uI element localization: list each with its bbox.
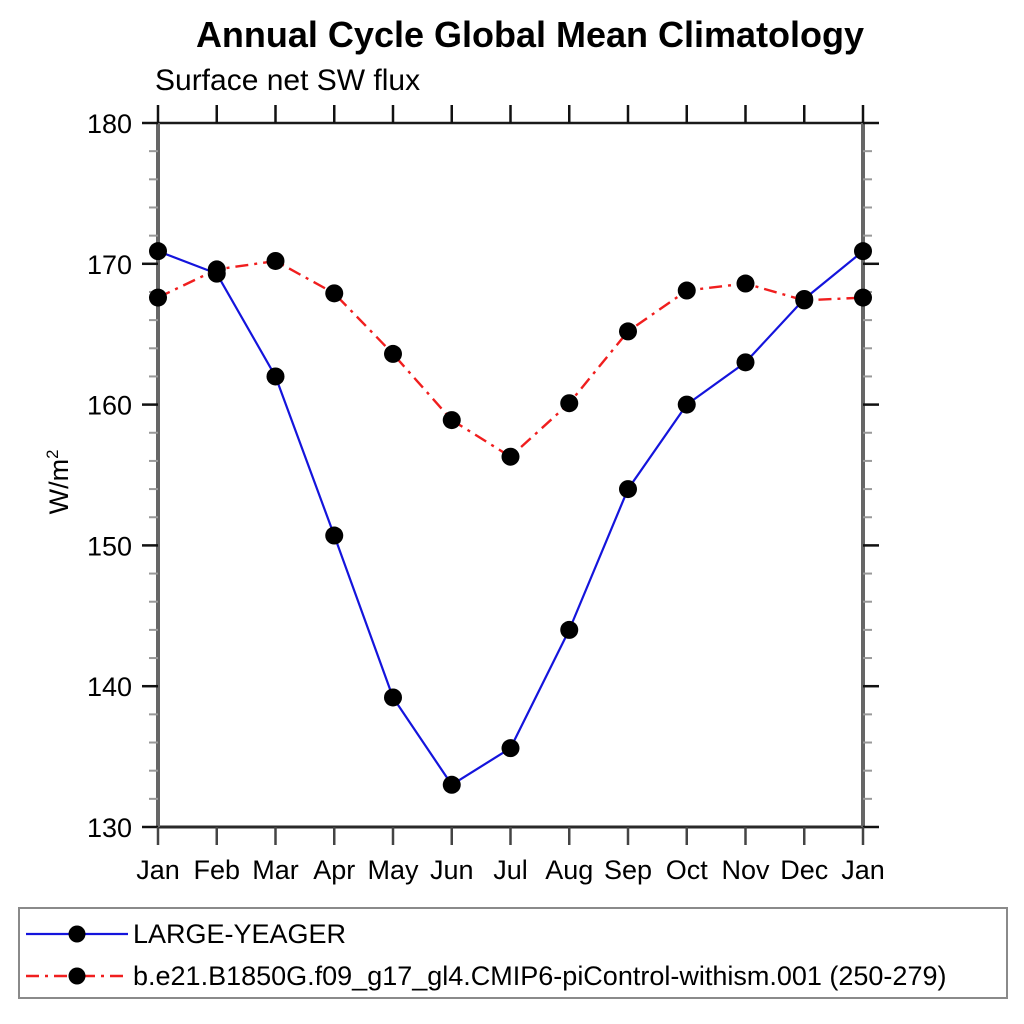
x-tick-label: Feb (193, 855, 240, 885)
data-point (560, 620, 579, 639)
x-tick-label: Mar (252, 855, 299, 885)
x-tick-label: Jul (493, 855, 528, 885)
data-point (325, 526, 344, 545)
data-point (795, 291, 814, 310)
plot-frame (156, 121, 865, 829)
legend-label-large-yeager: LARGE-YEAGER (133, 918, 347, 949)
data-point (619, 480, 637, 499)
data-point (149, 288, 167, 307)
data-point (677, 281, 696, 300)
chart-title: Annual Cycle Global Mean Climatology (195, 14, 865, 55)
data-point (736, 353, 755, 372)
y-minor-ticks (149, 150, 872, 800)
x-tick-label: Aug (545, 855, 593, 885)
data-point (560, 394, 579, 413)
y-major-ticks: 130 140 150 160 170 180 (87, 109, 879, 843)
data-point (325, 284, 344, 303)
data-point (207, 260, 226, 279)
legend-red-marker-icon (68, 967, 86, 985)
legend: LARGE-YEAGER b.e21.B1850G.f09_g17_gl4.CM… (18, 907, 1008, 999)
y-tick-label: 160 (87, 391, 132, 421)
data-point (266, 367, 285, 386)
x-tick-label: Sep (604, 855, 652, 885)
data-point (442, 775, 461, 794)
x-tick-label: Oct (666, 855, 709, 885)
y-tick-label: 180 (87, 109, 132, 139)
data-point (442, 411, 461, 430)
data-point (384, 344, 402, 363)
x-tick-label: Nov (721, 855, 770, 885)
series-markers-1 (149, 251, 872, 466)
data-point (501, 447, 520, 466)
legend-line-sample-red (26, 967, 128, 985)
series-line-0 (157, 250, 864, 786)
y-tick-label: 140 (87, 672, 132, 702)
y-tick-label: 170 (87, 250, 132, 280)
chart-subtitle: Surface net SW flux (155, 64, 421, 97)
legend-item-model-run: b.e21.B1850G.f09_g17_gl4.CMIP6-piControl… (24, 958, 946, 994)
data-point (149, 242, 167, 261)
series-line-1 (157, 259, 864, 458)
x-ticks: Jan Feb Mar Apr May Jun Jul Aug Sep Oct Nov Dec Jan (136, 105, 885, 885)
x-tick-label: Dec (780, 855, 828, 885)
x-tick-label: Apr (313, 855, 355, 885)
legend-label-model-run: b.e21.B1850G.f09_g17_gl4.CMIP6-piControl… (133, 960, 947, 991)
data-point (384, 688, 402, 707)
y-tick-label: 130 (87, 813, 132, 843)
data-point (266, 251, 285, 270)
x-tick-label: Jan (841, 855, 885, 885)
y-tick-label: 150 (87, 531, 132, 561)
x-tick-label: May (367, 855, 419, 885)
legend-blue-marker-icon (68, 925, 86, 943)
data-point (677, 395, 696, 414)
legend-line-sample-blue (26, 925, 128, 943)
series-markers-0 (149, 242, 872, 794)
data-point (501, 739, 520, 758)
data-point (736, 274, 755, 293)
legend-item-large-yeager: LARGE-YEAGER (24, 916, 346, 952)
data-point (619, 322, 637, 341)
data-point (854, 288, 872, 307)
x-tick-label: Jun (430, 855, 474, 885)
x-tick-label: Jan (136, 855, 180, 885)
data-point (854, 242, 872, 261)
